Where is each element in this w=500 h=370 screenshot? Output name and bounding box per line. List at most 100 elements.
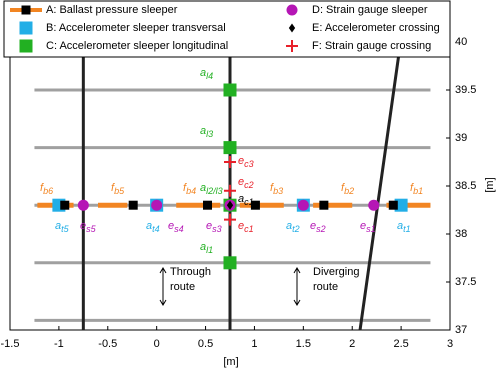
- route-label: Through: [170, 266, 211, 278]
- marker: [223, 83, 237, 97]
- annotation-sub: l2/l3: [206, 186, 223, 196]
- marker: [226, 200, 234, 210]
- marker: [297, 199, 309, 211]
- y-tick-label: 37: [455, 324, 467, 336]
- annotation: fb5: [111, 182, 125, 196]
- annotation: es4: [168, 220, 184, 234]
- annotation: at4: [146, 220, 160, 234]
- legend-marker: [19, 39, 33, 53]
- annotation-main: a: [238, 193, 244, 205]
- annotation: ec2: [238, 176, 254, 190]
- annotation: ec3: [238, 155, 254, 169]
- annotation: at1: [397, 220, 411, 234]
- marker: [128, 200, 138, 210]
- marker: [388, 200, 398, 210]
- legend-label: C: Accelerometer sleeper longitudinal: [46, 40, 228, 52]
- y-tick-label: 38.5: [455, 180, 476, 192]
- legend-label: E: Accelerometer crossing: [312, 22, 440, 34]
- x-tick-label: -0.5: [98, 338, 117, 350]
- annotation-sub: b4: [186, 186, 196, 196]
- annotation-sub: c1: [244, 224, 254, 234]
- route-label: Diverging: [313, 266, 359, 278]
- marker: [60, 200, 70, 210]
- annotation-main: e: [80, 220, 86, 232]
- annotation-sub: b5: [114, 186, 125, 196]
- annotation: fb1: [410, 182, 423, 196]
- annotation: fb2: [341, 182, 354, 196]
- annotation: es2: [310, 220, 326, 234]
- annotation: es1: [360, 220, 376, 234]
- annotation: al3: [200, 125, 213, 139]
- annotation-sub: l3: [206, 129, 213, 139]
- annotation-main: e: [238, 155, 244, 167]
- legend-marker: [19, 21, 33, 35]
- y-tick-label: 37.5: [455, 276, 476, 288]
- annotation: ec1: [238, 220, 254, 234]
- annotation: fb3: [270, 182, 283, 196]
- x-tick-label: -1.5: [1, 338, 20, 350]
- legend-marker: [288, 23, 296, 33]
- rail: [358, 3, 408, 331]
- annotation-sub: b2: [344, 186, 354, 196]
- annotation-main: e: [238, 220, 244, 232]
- annotation: fb4: [183, 182, 196, 196]
- annotation-main: a: [200, 241, 206, 253]
- annotation-main: e: [360, 220, 366, 232]
- legend-label: B: Accelerometer sleeper transversal: [46, 22, 226, 34]
- marker: [151, 199, 163, 211]
- legend-box: [3, 0, 451, 58]
- route-arrow: [293, 267, 301, 306]
- annotation-main: a: [200, 125, 206, 137]
- annotation-sub: s1: [366, 224, 376, 234]
- annotation-main: a: [397, 220, 403, 232]
- marker: [394, 198, 408, 212]
- annotation: es3: [206, 220, 222, 234]
- annotation-main: f: [40, 182, 44, 194]
- annotation-sub: c2: [244, 180, 254, 190]
- x-tick-label: -1: [54, 338, 64, 350]
- x-tick-label: 2.5: [393, 338, 408, 350]
- annotation-sub: s5: [86, 224, 97, 234]
- marker: [203, 200, 213, 210]
- annotation-main: a: [200, 67, 206, 79]
- legend-label: D: Strain gauge sleeper: [312, 4, 428, 16]
- annotation-main: e: [310, 220, 316, 232]
- legend-marker: [286, 4, 298, 16]
- annotation-main: a: [286, 220, 292, 232]
- marker: [224, 213, 236, 226]
- legend-label: A: Ballast pressure sleeper: [46, 4, 178, 16]
- legend-marker: [21, 5, 31, 15]
- annotation-sub: t5: [61, 224, 70, 234]
- marker: [223, 256, 237, 270]
- annotation: fb6: [40, 182, 53, 196]
- annotation-sub: l4: [206, 71, 213, 81]
- annotation-main: a: [200, 182, 206, 194]
- annotation-sub: t2: [292, 224, 300, 234]
- x-tick-label: 2: [349, 338, 355, 350]
- annotation-sub: s3: [212, 224, 222, 234]
- y-tick-label: 38: [455, 228, 467, 240]
- annotation: at5: [55, 220, 70, 234]
- marker: [77, 199, 89, 211]
- annotation-main: e: [238, 176, 244, 188]
- annotation-sub: c1: [244, 197, 254, 207]
- annotation-main: a: [146, 220, 152, 232]
- marker: [319, 200, 329, 210]
- annotation-sub: b3: [273, 186, 283, 196]
- annotation-main: e: [168, 220, 174, 232]
- annotation: al4: [200, 67, 213, 81]
- annotation-sub: b6: [43, 186, 53, 196]
- annotation: at2: [286, 220, 300, 234]
- annotation-sub: t4: [152, 224, 160, 234]
- annotation-main: e: [206, 220, 212, 232]
- x-tick-label: 0: [154, 338, 160, 350]
- x-tick-label: 3: [447, 338, 453, 350]
- annotation-sub: t1: [403, 224, 411, 234]
- annotation-main: a: [55, 220, 61, 232]
- annotation-sub: c3: [244, 159, 254, 169]
- annotation-sub: b1: [413, 186, 423, 196]
- annotation-sub: s4: [174, 224, 184, 234]
- marker: [250, 200, 260, 210]
- y-tick-label: 39: [455, 132, 467, 144]
